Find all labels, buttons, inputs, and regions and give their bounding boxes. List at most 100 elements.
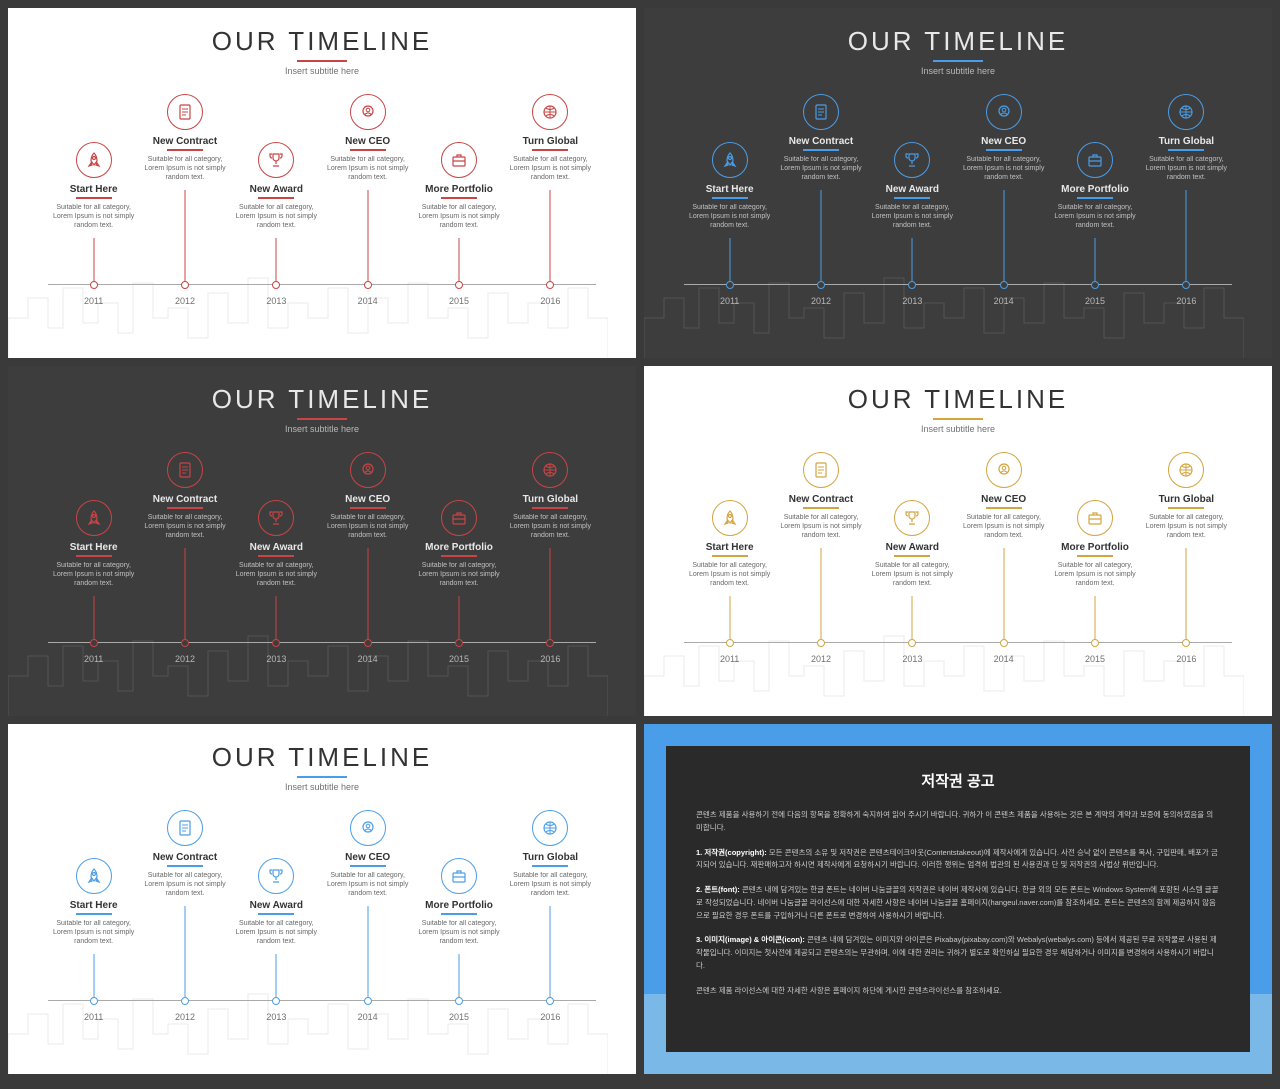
year-label: 2013 [266,1012,286,1022]
connector [367,548,368,642]
globe-icon [532,94,568,130]
item-desc: Suitable for all category,Lorem Ipsum is… [1141,513,1232,540]
head-icon [350,94,386,130]
contract-icon [803,452,839,488]
connector [367,190,368,284]
timeline-dot [1182,281,1190,289]
title-underline [712,197,748,199]
year-label: 2013 [902,296,922,306]
rocket-icon [76,142,112,178]
item-desc: Suitable for all category,Lorem Ipsum is… [775,513,866,540]
head-icon [986,94,1022,130]
timeline-dot [1091,639,1099,647]
connector [550,190,551,284]
title-underline [803,149,839,151]
item-title: New CEO [958,136,1049,147]
rocket-icon [712,500,748,536]
slide-subtitle: Insert subtitle here [8,782,636,792]
title-underline [167,149,203,151]
title-underline [986,149,1022,151]
connector [820,548,821,642]
timeline-area: Start Here Suitable for all category,Lor… [644,442,1272,702]
contract-icon [167,94,203,130]
timeline-item: New CEO Suitable for all category,Lorem … [322,442,413,702]
item-desc: Suitable for all category,Lorem Ipsum is… [413,203,504,230]
item-desc: Suitable for all category,Lorem Ipsum is… [231,919,322,946]
year-label: 2015 [449,1012,469,1022]
year-label: 2012 [175,296,195,306]
item-title: New Contract [139,494,230,505]
timeline-item: New Contract Suitable for all category,L… [139,800,230,1060]
item-title: Turn Global [505,852,596,863]
connector [184,190,185,284]
timeline-dot [181,639,189,647]
item-title: More Portfolio [413,542,504,553]
item-desc: Suitable for all category,Lorem Ipsum is… [684,203,775,230]
title-underline [258,555,294,557]
item-title: Start Here [684,184,775,195]
item-desc: Suitable for all category,Lorem Ipsum is… [958,155,1049,182]
briefcase-icon [441,858,477,894]
year-label: 2013 [902,654,922,664]
connector [1095,596,1096,642]
contract-icon [803,94,839,130]
year-label: 2016 [540,1012,560,1022]
cr-p5: 콘텐츠 제품 라이선스에 대한 자세한 사항은 홈페이지 하단에 게시한 콘텐츠… [696,985,1220,998]
cr-p3: 2. 폰트(font): 콘텐츠 내에 담겨있는 한글 폰트는 네이버 나눔글꼴… [696,884,1220,922]
trophy-icon [894,500,930,536]
timeline-item: Start Here Suitable for all category,Lor… [48,84,139,344]
timeline-slide: OUR TIMELINE Insert subtitle here Start … [8,724,636,1074]
timeline-slide: OUR TIMELINE Insert subtitle here Start … [8,366,636,716]
item-desc: Suitable for all category,Lorem Ipsum is… [1141,155,1232,182]
head-icon [350,452,386,488]
timeline-item: New Award Suitable for all category,Lore… [231,800,322,1060]
item-desc: Suitable for all category,Lorem Ipsum is… [684,561,775,588]
item-desc: Suitable for all category,Lorem Ipsum is… [322,513,413,540]
cr-p2: 1. 저작권(copyright): 모든 콘텐츠의 소유 및 저작권은 콘텐츠… [696,847,1220,873]
item-title: New Award [231,542,322,553]
cr-p4: 3. 이미지(image) & 아이콘(icon): 콘텐츠 내에 담겨있는 이… [696,934,1220,972]
title-underline [258,913,294,915]
connector [820,190,821,284]
item-title: New CEO [958,494,1049,505]
slide-subtitle: Insert subtitle here [8,424,636,434]
connector [1003,190,1004,284]
timeline-item: New CEO Suitable for all category,Lorem … [958,442,1049,702]
timeline-item: New Contract Suitable for all category,L… [775,442,866,702]
year-label: 2013 [266,654,286,664]
slide-title: OUR TIMELINE [644,26,1272,57]
timeline-dot [181,997,189,1005]
item-title: Start Here [48,184,139,195]
timeline-item: Turn Global Suitable for all category,Lo… [505,800,596,1060]
slide-header: OUR TIMELINE Insert subtitle here [644,8,1272,84]
timeline-dot [455,997,463,1005]
connector [550,548,551,642]
year-label: 2016 [1176,654,1196,664]
item-title: More Portfolio [413,900,504,911]
item-title: New CEO [322,136,413,147]
trophy-icon [258,858,294,894]
item-desc: Suitable for all category,Lorem Ipsum is… [1049,203,1140,230]
item-title: Turn Global [505,136,596,147]
rocket-icon [712,142,748,178]
globe-icon [532,810,568,846]
item-title: New CEO [322,852,413,863]
connector [1095,238,1096,284]
slide-title: OUR TIMELINE [8,742,636,773]
item-title: New CEO [322,494,413,505]
contract-icon [167,810,203,846]
slide-title: OUR TIMELINE [8,26,636,57]
item-title: Start Here [684,542,775,553]
item-desc: Suitable for all category,Lorem Ipsum is… [505,513,596,540]
timeline-dot [726,639,734,647]
timeline-dot [726,281,734,289]
connector [459,238,460,284]
timeline-item: More Portfolio Suitable for all category… [413,84,504,344]
title-underline [297,60,347,62]
connector [93,596,94,642]
timeline-item: New Award Suitable for all category,Lore… [867,84,958,344]
timeline-item: More Portfolio Suitable for all category… [1049,442,1140,702]
connector [93,238,94,284]
title-underline [986,507,1022,509]
briefcase-icon [1077,142,1113,178]
